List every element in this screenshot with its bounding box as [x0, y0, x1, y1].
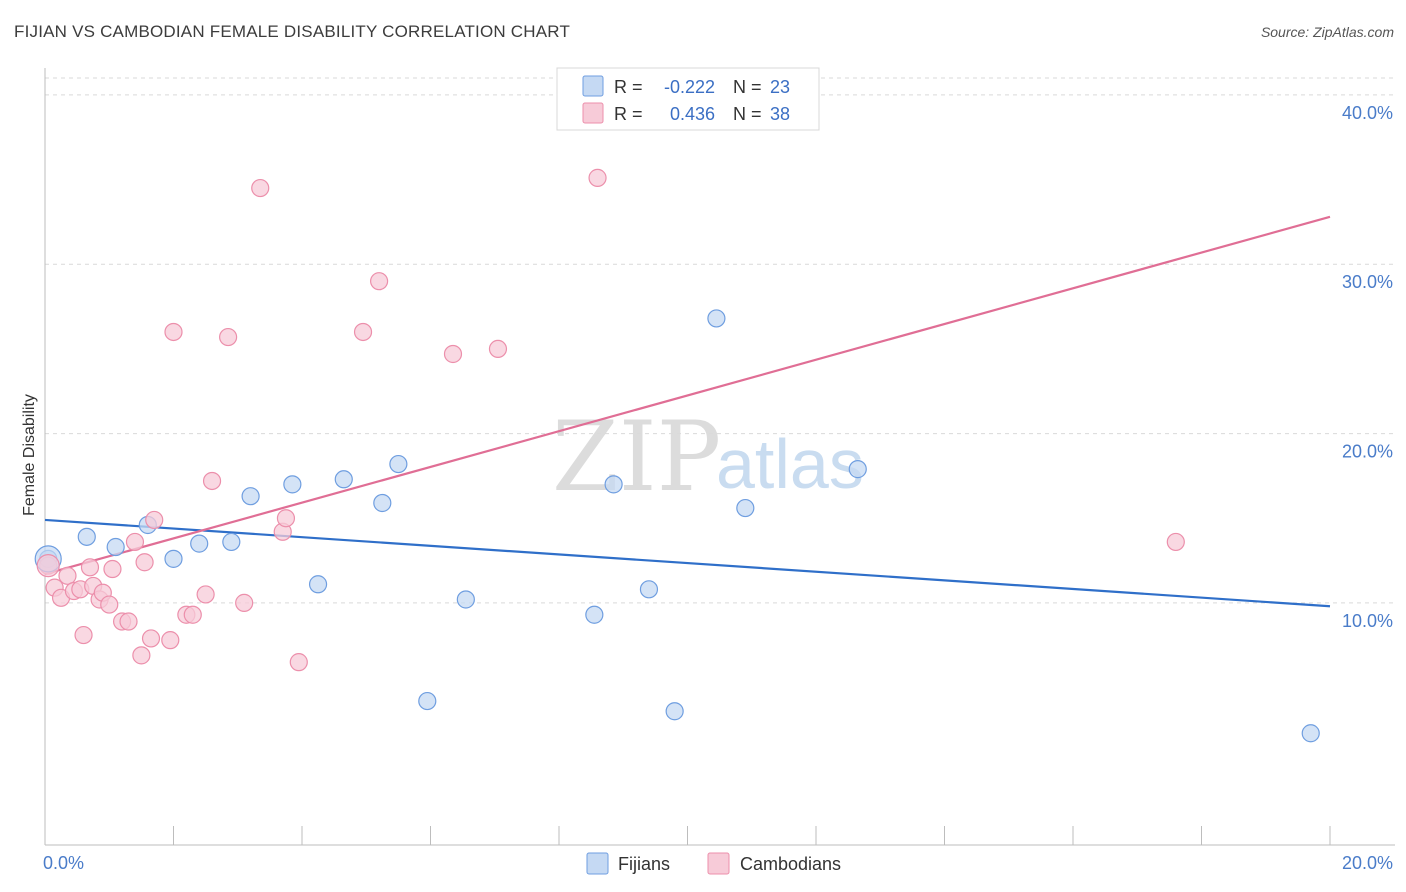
- cambodian-point: [135, 553, 154, 572]
- y-tick-label: 20.0%: [1342, 442, 1393, 462]
- cambodian-point: [289, 653, 308, 672]
- chart-source: Source: ZipAtlas.com: [1260, 24, 1394, 40]
- cambodian-point: [276, 509, 296, 528]
- legend-n-value-fijians: 23: [770, 77, 790, 97]
- y-axis-label: Female Disability: [21, 394, 38, 516]
- fijian-point: [639, 580, 659, 599]
- cambodian-point: [141, 629, 161, 648]
- fijian-point: [241, 487, 260, 506]
- data-points: [34, 168, 1320, 743]
- gridlines: [45, 77, 1395, 604]
- cambodian-point: [132, 646, 151, 665]
- series-legend: Fijians Cambodians: [586, 852, 841, 875]
- cambodian-point: [588, 168, 607, 187]
- legend-r-label-cambodians: R =: [614, 104, 643, 124]
- legend-n-label-cambodians: N =: [733, 104, 762, 124]
- fijian-point: [106, 537, 125, 557]
- cambodian-point: [443, 344, 463, 364]
- x-tick-label-max: 20.0%: [1342, 853, 1393, 873]
- fijian-point: [665, 702, 684, 721]
- fijian-point: [308, 575, 328, 594]
- fijian-trend-line: [44, 518, 1331, 608]
- cambodian-point: [196, 585, 215, 604]
- y-tick-label: 30.0%: [1342, 272, 1393, 292]
- fijian-point: [222, 532, 241, 552]
- legend-swatch-fijians: [582, 75, 604, 97]
- y-tick-label: 10.0%: [1342, 611, 1393, 631]
- cambodian-point: [219, 327, 238, 347]
- cambodian-point: [353, 322, 373, 342]
- cambodian-point: [103, 559, 122, 579]
- fijian-point: [848, 460, 867, 479]
- fijian-point: [373, 493, 392, 513]
- legend-n-label-fijians: N =: [733, 77, 762, 97]
- cambodian-point: [488, 339, 508, 359]
- stats-legend: R = -0.222 N = 23 R = 0.436 N = 38: [556, 67, 820, 131]
- cambodian-point: [202, 471, 222, 491]
- fijian-point: [334, 470, 353, 489]
- fijian-point: [418, 691, 437, 711]
- legend-r-label-fijians: R =: [614, 77, 643, 97]
- cambodian-point: [74, 625, 93, 645]
- fijian-point: [283, 475, 302, 494]
- y-tick-label: 40.0%: [1342, 103, 1393, 123]
- bottom-legend-swatch-fijians: [586, 852, 609, 875]
- cambodian-point: [58, 566, 77, 585]
- fijian-point: [604, 475, 623, 494]
- cambodian-point: [251, 178, 270, 198]
- cambodian-point-large: [36, 554, 60, 578]
- fijian-point: [164, 549, 183, 568]
- fijian-point: [1301, 724, 1320, 743]
- fijian-point: [736, 498, 755, 518]
- fijian-point: [190, 534, 209, 553]
- fijian-point: [456, 590, 475, 609]
- fijian-point: [707, 309, 726, 328]
- watermark-atlas: atlas: [716, 425, 864, 503]
- fijian-point: [389, 454, 408, 474]
- cambodian-point: [164, 322, 183, 342]
- bottom-legend-label-fijians: Fijians: [618, 854, 670, 874]
- cambodian-point: [235, 593, 254, 612]
- cambodian-trend-line: [44, 215, 1331, 576]
- fijian-point: [585, 605, 604, 624]
- cambodian-point: [370, 272, 389, 291]
- cambodian-point: [80, 558, 100, 577]
- trend-lines: [44, 215, 1331, 608]
- legend-r-value-cambodians: 0.436: [670, 104, 715, 124]
- watermark-zip: ZIP: [552, 401, 721, 513]
- legend-swatch-cambodians: [582, 102, 604, 124]
- fijian-point: [77, 527, 96, 546]
- chart-title: FIJIAN VS CAMBODIAN FEMALE DISABILITY CO…: [14, 22, 571, 41]
- cambodian-point: [100, 595, 119, 614]
- bottom-legend-swatch-cambodians: [707, 852, 730, 875]
- cambodian-point: [145, 510, 164, 530]
- legend-r-value-fijians: -0.222: [664, 77, 715, 97]
- axes: 10.0% 20.0% 30.0% 40.0% 0.0% 20.0%: [43, 68, 1395, 873]
- x-tick-label-min: 0.0%: [43, 853, 84, 873]
- cambodian-point: [125, 532, 145, 552]
- bottom-legend-label-cambodians: Cambodians: [740, 854, 841, 874]
- cambodian-point: [183, 605, 202, 624]
- cambodian-point: [119, 612, 138, 631]
- cambodian-point: [161, 631, 180, 650]
- legend-n-value-cambodians: 38: [770, 104, 790, 124]
- cambodian-point: [1166, 532, 1185, 552]
